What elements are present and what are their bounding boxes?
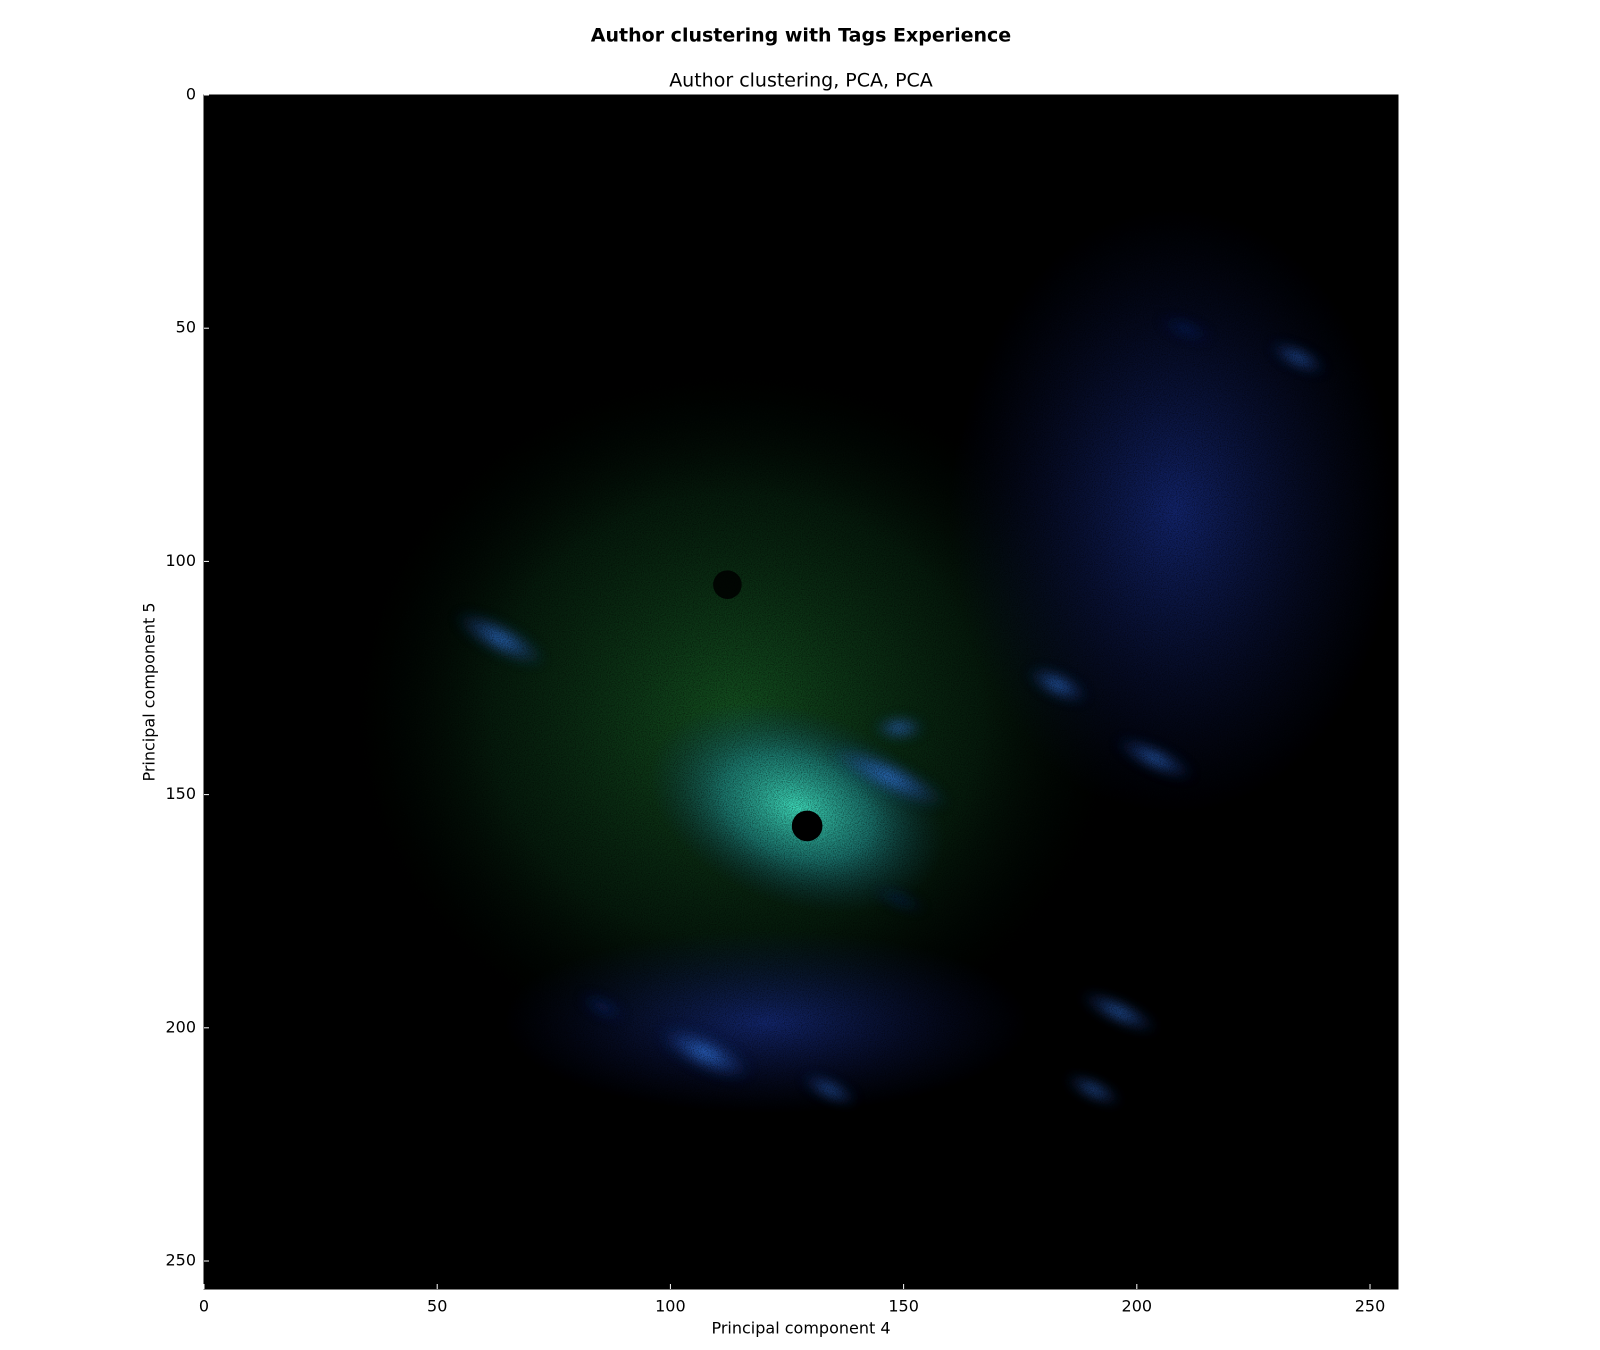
y-tick-label: 200 xyxy=(165,1017,196,1036)
y-tick-label: 50 xyxy=(176,318,196,337)
y-tick-label: 150 xyxy=(165,784,196,803)
y-tick-label: 0 xyxy=(186,85,196,104)
chart-subtitle: Author clustering, PCA, PCA xyxy=(669,70,933,92)
x-tick-label: 150 xyxy=(888,1297,919,1316)
x-axis-label: Principal component 4 xyxy=(711,1319,890,1338)
x-tick-label: 100 xyxy=(655,1297,686,1316)
noise xyxy=(204,95,1398,1289)
x-tick-label: 200 xyxy=(1122,1297,1153,1316)
plot-frame xyxy=(203,94,1399,1290)
y-axis-label: Principal component 5 xyxy=(140,602,159,781)
y-tick-label: 100 xyxy=(165,551,196,570)
x-tick-label: 250 xyxy=(1355,1297,1386,1316)
image xyxy=(204,95,1398,1289)
x-tick-label: 50 xyxy=(427,1297,447,1316)
dark-spot xyxy=(713,570,742,599)
y-tick-label: 250 xyxy=(165,1251,196,1270)
dark-spot xyxy=(791,810,823,842)
chart-title: Author clustering with Tags Experience xyxy=(591,25,1011,47)
x-tick-label: 0 xyxy=(199,1297,209,1316)
image-content xyxy=(204,95,1398,1289)
